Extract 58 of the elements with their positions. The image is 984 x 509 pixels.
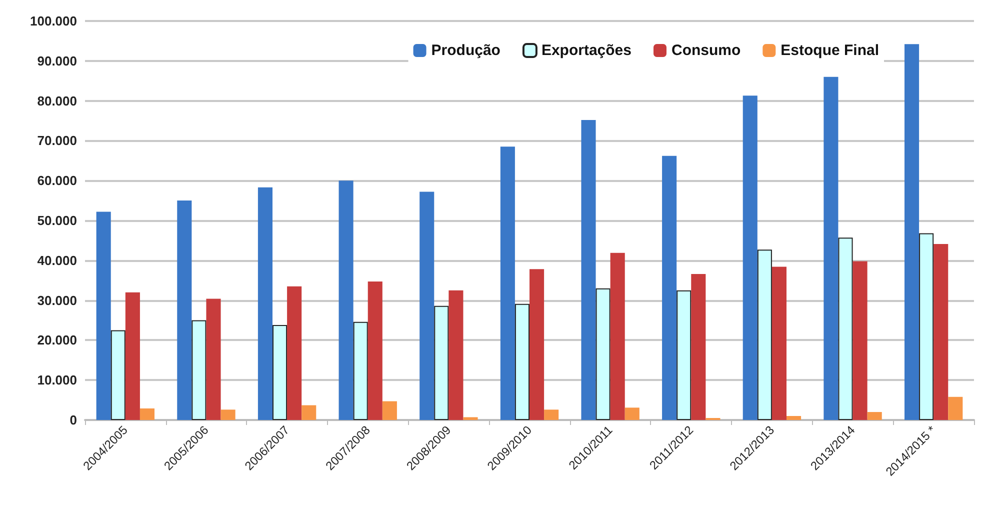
y-tick-label: 10.000 — [37, 372, 77, 388]
bar — [434, 306, 449, 420]
bar — [382, 401, 397, 420]
bar — [140, 408, 155, 420]
y-tick-label: 20.000 — [37, 332, 77, 348]
bar — [272, 325, 288, 420]
legend-label: Consumo — [671, 42, 741, 59]
bar — [544, 410, 559, 420]
bar — [448, 290, 464, 420]
legend-label: Estoque Final — [780, 42, 879, 59]
y-tick-label: 60.000 — [37, 173, 77, 188]
bar — [852, 261, 868, 420]
bar — [904, 44, 920, 420]
bar — [838, 238, 853, 420]
bar — [676, 290, 692, 420]
bar — [353, 322, 368, 420]
bar — [96, 212, 111, 420]
bar — [691, 274, 706, 420]
bar — [596, 288, 610, 420]
legend-label: Exportações — [541, 42, 632, 59]
bar — [302, 405, 316, 420]
bar — [934, 244, 948, 420]
bar — [624, 408, 640, 420]
bar — [867, 412, 882, 420]
bar — [948, 396, 963, 420]
bar — [514, 304, 530, 420]
bar — [368, 282, 382, 420]
bar — [177, 200, 192, 420]
bar — [786, 416, 802, 420]
bar — [420, 192, 434, 420]
y-tick-label: 80.000 — [37, 93, 77, 108]
bar — [125, 292, 140, 420]
bar — [220, 410, 236, 420]
bar — [610, 252, 625, 420]
bar — [287, 286, 302, 420]
y-tick-label: 70.000 — [37, 133, 77, 148]
bar — [463, 417, 478, 420]
bar — [192, 320, 206, 420]
y-tick-label: 100.000 — [30, 14, 77, 28]
bar — [110, 330, 126, 420]
bar — [824, 76, 838, 420]
bar — [338, 180, 354, 420]
bar — [757, 250, 772, 420]
y-tick-label: 90.000 — [37, 53, 77, 68]
bar — [500, 146, 515, 420]
bar — [742, 96, 758, 420]
bar — [919, 233, 934, 420]
y-tick-label: 0 — [70, 412, 77, 428]
y-tick-label: 40.000 — [37, 252, 77, 268]
bar — [581, 120, 596, 420]
y-tick-label: 30.000 — [37, 292, 77, 308]
bar — [206, 298, 221, 420]
bar — [662, 156, 677, 420]
y-tick-label: 50.000 — [37, 213, 77, 228]
bar — [772, 266, 786, 420]
bar — [530, 269, 544, 420]
bar — [258, 187, 272, 420]
legend-label: Produção — [431, 42, 500, 59]
